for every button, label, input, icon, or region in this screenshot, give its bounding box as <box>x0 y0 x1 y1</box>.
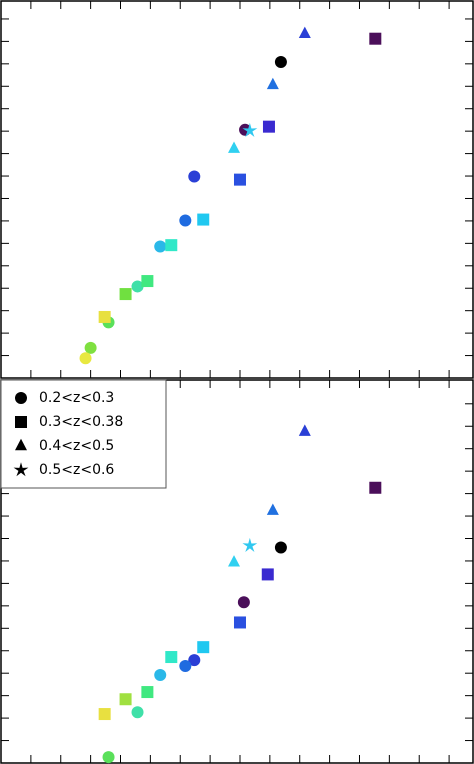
data-point <box>179 660 192 673</box>
data-point <box>262 120 275 133</box>
data-point <box>154 240 167 253</box>
data-point <box>131 706 144 719</box>
data-point <box>369 481 382 494</box>
legend-marker <box>15 416 27 428</box>
data-point <box>298 26 311 38</box>
plot-frame <box>0 0 474 379</box>
data-point <box>102 751 115 764</box>
data-point <box>188 654 201 667</box>
data-point <box>261 568 274 581</box>
data-point <box>266 503 279 515</box>
data-point <box>165 239 178 252</box>
data-point <box>242 537 258 552</box>
data-point <box>131 280 144 293</box>
data-point <box>179 214 192 227</box>
data-point <box>98 310 111 323</box>
data-point <box>369 32 382 45</box>
data-point <box>119 288 132 301</box>
data-point <box>274 56 287 69</box>
plot-frame <box>0 379 474 764</box>
legend-marker <box>13 462 29 477</box>
legend-marker <box>15 392 27 404</box>
legend-marker <box>15 438 27 451</box>
data-point <box>233 616 246 629</box>
data-point <box>197 213 210 226</box>
data-point <box>119 693 132 706</box>
data-point <box>98 708 111 721</box>
data-point <box>188 170 201 183</box>
data-point <box>228 141 241 153</box>
data-point <box>274 541 287 554</box>
data-point <box>79 352 92 365</box>
data-point <box>233 173 246 186</box>
data-point <box>266 77 279 90</box>
legend-box <box>0 379 167 489</box>
data-point <box>242 122 258 138</box>
legend-label: 0.5<z<0.6 <box>39 462 114 478</box>
data-point <box>197 641 210 654</box>
data-point <box>237 596 250 609</box>
legend-label: 0.2<z<0.3 <box>39 390 114 406</box>
data-point <box>165 651 178 664</box>
data-point <box>298 424 311 436</box>
data-point <box>228 555 241 567</box>
data-point <box>84 341 97 354</box>
legend-label: 0.4<z<0.5 <box>39 438 114 454</box>
data-point <box>141 686 154 699</box>
legend-label: 0.3<z<0.38 <box>39 414 123 430</box>
data-point <box>141 275 154 288</box>
data-point <box>154 668 167 681</box>
